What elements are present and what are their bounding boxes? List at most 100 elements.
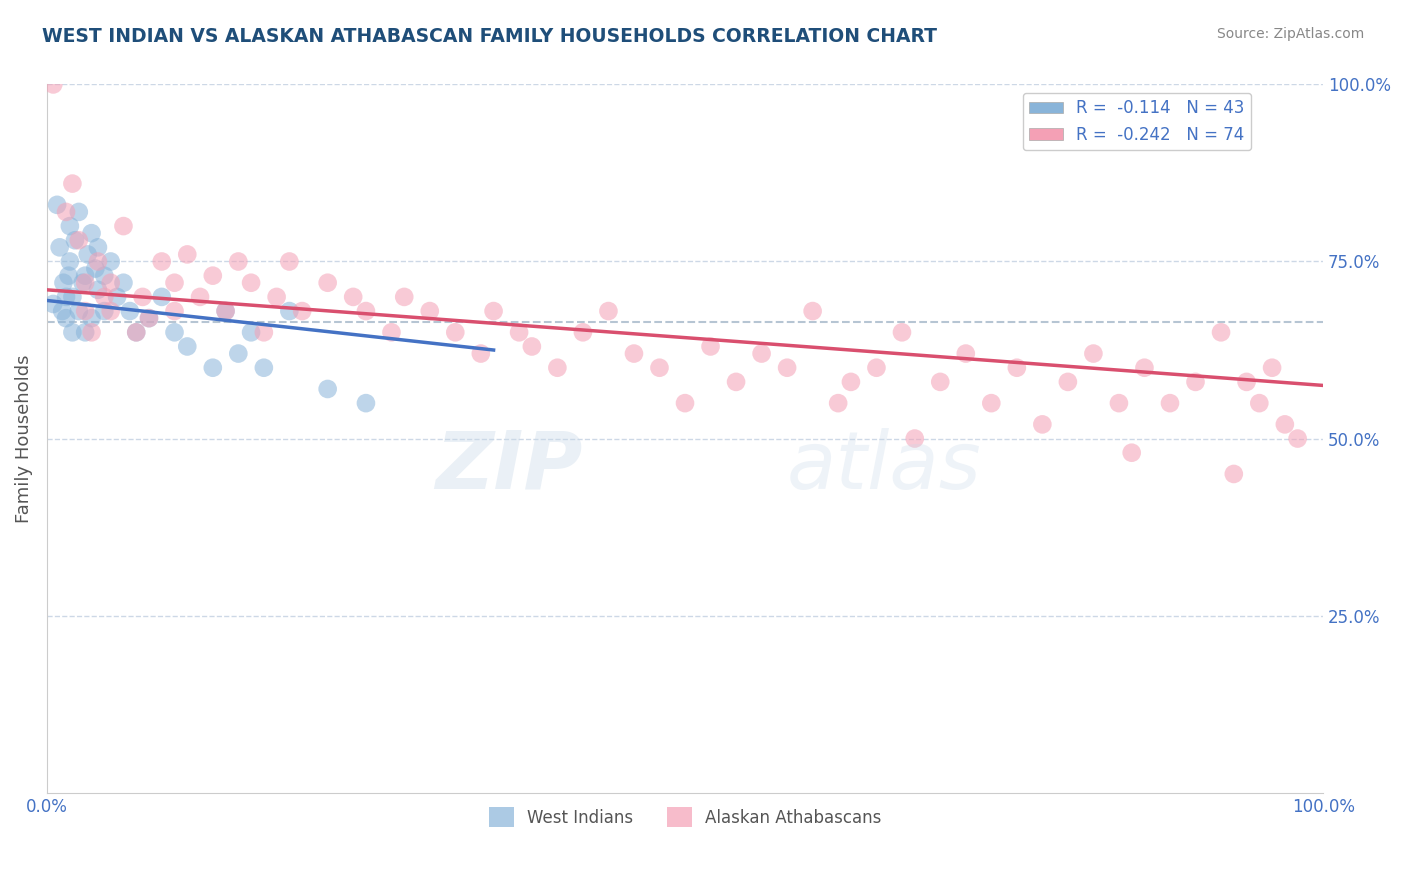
Point (1108, 396, 1130, 410)
Point (75, 304, 97, 318)
Point (380, 326, 402, 340)
Point (42, 78, 65, 92)
Point (316, 276, 339, 290)
Point (55, 311, 77, 326)
Point (648, 360, 671, 375)
Point (105, 290, 128, 304)
Point (62, 290, 84, 304)
Point (482, 304, 505, 318)
Point (118, 304, 141, 318)
Point (72, 276, 94, 290)
Point (266, 290, 288, 304)
Point (1249, 396, 1271, 410)
Point (623, 346, 645, 360)
Point (1159, 396, 1181, 410)
Point (598, 304, 620, 318)
Point (188, 290, 211, 304)
Point (253, 326, 276, 340)
Point (520, 339, 543, 353)
Point (240, 276, 263, 290)
Point (1133, 360, 1156, 375)
Text: atlas: atlas (787, 428, 981, 506)
Point (138, 311, 160, 326)
Point (1057, 375, 1080, 389)
Point (138, 311, 160, 326)
Point (929, 375, 952, 389)
Point (100, 304, 122, 318)
Point (1236, 375, 1258, 389)
Point (1184, 375, 1206, 389)
Point (62, 177, 84, 191)
Point (827, 396, 849, 410)
Point (63, 233, 86, 247)
Point (75, 268, 97, 283)
Point (699, 339, 721, 353)
Point (59, 254, 82, 268)
Point (42, 297, 65, 311)
Point (112, 219, 135, 233)
Point (62, 326, 84, 340)
Point (1083, 346, 1105, 360)
Point (93, 290, 115, 304)
Point (125, 326, 148, 340)
Point (1274, 417, 1296, 432)
Point (980, 396, 1002, 410)
Point (1031, 417, 1053, 432)
Point (163, 304, 186, 318)
Point (240, 326, 263, 340)
Legend: West Indians, Alaskan Athabascans: West Indians, Alaskan Athabascans (482, 800, 889, 834)
Point (865, 360, 887, 375)
Point (470, 346, 492, 360)
Point (214, 304, 236, 318)
Point (444, 326, 467, 340)
Point (839, 375, 862, 389)
Point (955, 346, 977, 360)
Point (572, 326, 595, 340)
Point (87, 283, 110, 297)
Point (673, 396, 696, 410)
Point (51, 304, 73, 318)
Point (100, 276, 122, 290)
Point (1121, 446, 1143, 460)
Point (48, 240, 70, 254)
Point (278, 304, 301, 318)
Point (80, 326, 103, 340)
Point (904, 432, 927, 446)
Point (93, 304, 115, 318)
Point (67, 304, 90, 318)
Point (1286, 432, 1309, 446)
Point (55, 290, 77, 304)
Point (1223, 467, 1246, 481)
Point (342, 290, 364, 304)
Point (67, 205, 90, 219)
Point (201, 268, 224, 283)
Point (55, 205, 77, 219)
Point (75, 276, 97, 290)
Point (87, 254, 110, 268)
Point (1209, 326, 1232, 340)
Point (228, 346, 250, 360)
Point (354, 304, 377, 318)
Point (776, 360, 799, 375)
Point (228, 254, 250, 268)
Text: Source: ZipAtlas.com: Source: ZipAtlas.com (1216, 27, 1364, 41)
Point (1261, 360, 1284, 375)
Point (508, 326, 530, 340)
Point (801, 304, 824, 318)
Point (75, 326, 97, 340)
Point (163, 326, 186, 340)
Text: ZIP: ZIP (436, 428, 583, 506)
Point (131, 290, 153, 304)
Point (394, 290, 416, 304)
Point (751, 346, 773, 360)
Point (93, 268, 115, 283)
Point (214, 304, 236, 318)
Point (725, 375, 748, 389)
Point (58, 268, 80, 283)
Point (84, 261, 107, 276)
Point (80, 226, 103, 240)
Point (112, 276, 135, 290)
Point (150, 290, 173, 304)
Point (46, 198, 69, 212)
Point (201, 360, 224, 375)
